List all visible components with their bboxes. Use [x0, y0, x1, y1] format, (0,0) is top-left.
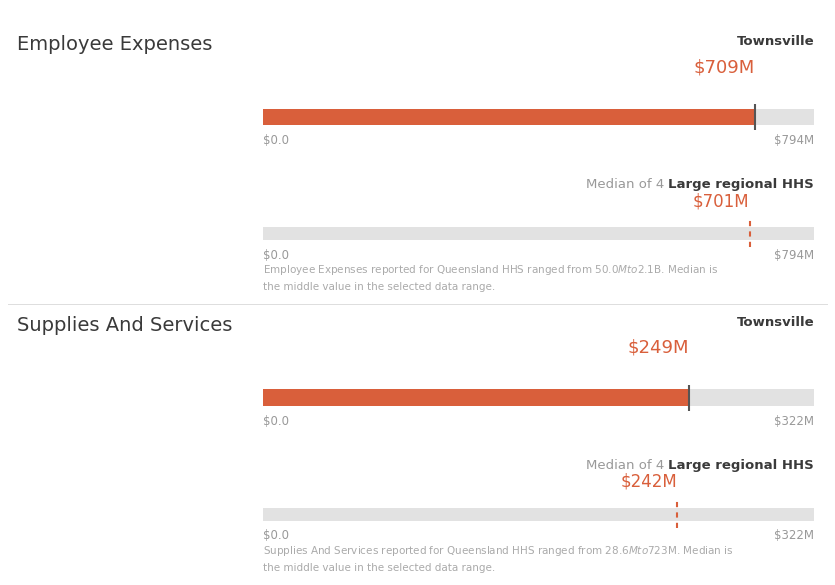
Text: $0.0: $0.0	[263, 529, 289, 542]
Text: $794M: $794M	[774, 249, 814, 261]
Text: $794M: $794M	[774, 134, 814, 147]
Text: $709M: $709M	[694, 58, 755, 76]
Text: Median of 4: Median of 4	[586, 459, 668, 472]
Bar	[263, 109, 755, 125]
Text: $249M: $249M	[628, 339, 689, 357]
Text: Townsville: Townsville	[736, 316, 814, 329]
Bar	[263, 390, 689, 406]
Text: $0.0: $0.0	[263, 249, 289, 261]
Text: $0.0: $0.0	[263, 415, 289, 428]
Text: Large regional HHS: Large regional HHS	[668, 178, 814, 191]
Text: Townsville: Townsville	[736, 35, 814, 48]
Text: Employee Expenses: Employee Expenses	[17, 35, 212, 54]
Text: $242M: $242M	[620, 473, 677, 491]
Bar	[263, 390, 814, 406]
Text: Supplies And Services reported for Queensland HHS ranged from $28.6M to $723M. M: Supplies And Services reported for Queen…	[263, 544, 734, 573]
Text: $0.0: $0.0	[263, 134, 289, 147]
Text: Supplies And Services: Supplies And Services	[17, 316, 232, 335]
Text: $701M: $701M	[693, 192, 750, 210]
Bar	[263, 228, 814, 240]
Text: Large regional HHS: Large regional HHS	[668, 459, 814, 472]
Text: $322M: $322M	[774, 529, 814, 542]
Bar	[263, 109, 814, 125]
Bar	[263, 508, 814, 521]
Text: $322M: $322M	[774, 415, 814, 428]
Text: Employee Expenses reported for Queensland HHS ranged from $50.0M to $2.1B. Media: Employee Expenses reported for Queenslan…	[263, 263, 718, 292]
Text: Median of 4: Median of 4	[586, 178, 668, 191]
